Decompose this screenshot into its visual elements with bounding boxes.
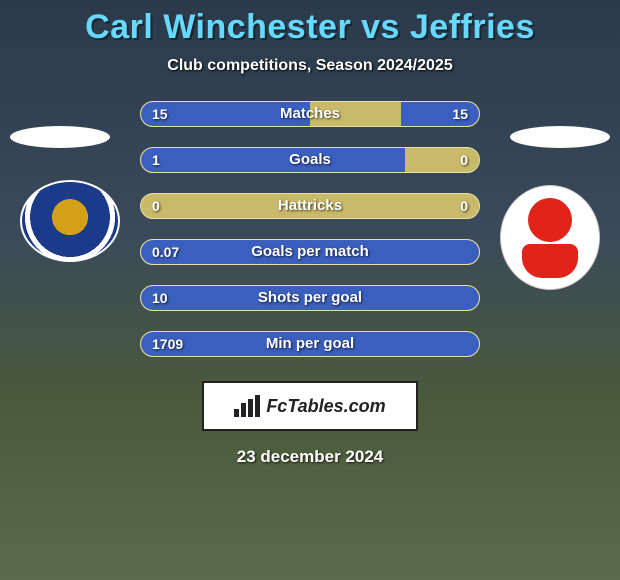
bar-track: [140, 193, 480, 219]
stat-row: Min per goal1709: [140, 331, 480, 357]
stat-row: Shots per goal10: [140, 285, 480, 311]
stats-bars: Matches1515 Goals10 Hattricks00 Goals per m…: [140, 101, 480, 357]
stat-row: Goals10: [140, 147, 480, 173]
shadow-oval-left: [10, 126, 110, 148]
logo-text: FcTables.com: [266, 396, 385, 417]
shadow-oval-right: [510, 126, 610, 148]
club-crest-left: [20, 180, 120, 262]
bar-track: [140, 101, 480, 127]
snapshot-date: 23 december 2024: [0, 447, 620, 467]
bar-track: [140, 239, 480, 265]
bar-track: [140, 147, 480, 173]
bar-track: [140, 331, 480, 357]
bar-fill-left: [141, 286, 479, 310]
bar-fill-left: [141, 332, 479, 356]
bar-fill-left: [141, 240, 479, 264]
bar-chart-icon: [234, 395, 260, 417]
comparison-infographic: Carl Winchester vs Jeffries Club competi…: [0, 0, 620, 580]
page-subtitle: Club competitions, Season 2024/2025: [0, 57, 620, 75]
bar-fill-left: [141, 102, 310, 126]
bar-fill-left: [141, 148, 405, 172]
bar-fill-right: [401, 102, 479, 126]
stat-row: Goals per match0.07: [140, 239, 480, 265]
stat-row: Matches1515: [140, 101, 480, 127]
page-title: Carl Winchester vs Jeffries: [0, 8, 620, 47]
fctables-logo: FcTables.com: [202, 381, 418, 431]
stat-row: Hattricks00: [140, 193, 480, 219]
imp-icon: [515, 198, 585, 278]
bar-track: [140, 285, 480, 311]
club-crest-right: [500, 185, 600, 290]
